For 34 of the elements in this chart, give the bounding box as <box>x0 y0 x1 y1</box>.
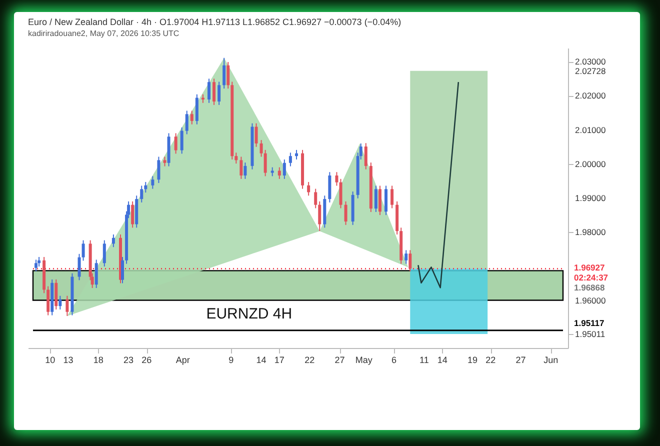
y-tick-label: 2.03000 <box>575 56 606 67</box>
y-tick-label: 2.01000 <box>575 124 606 135</box>
x-tick-label: 10 <box>45 355 56 365</box>
x-tick-label: 14 <box>437 355 448 365</box>
x-tick-label: Apr <box>176 355 190 365</box>
y-tick-label: 2.02000 <box>575 90 606 101</box>
y-tick-label: 1.95011 <box>575 328 606 339</box>
x-tick-label: May <box>355 355 373 365</box>
x-tick-label: 19 <box>467 355 478 365</box>
x-tick-label: 11 <box>420 355 429 365</box>
chart-subtitle: kadiriradouane2, May 07, 2026 10:35 UTC <box>28 29 180 38</box>
x-tick-label: Jun <box>544 355 558 365</box>
x-tick-label: 22 <box>486 355 496 365</box>
chart-title: Euro / New Zealand Dollar · 4h · O1.97004 H1.97113 L1.96852 C1.96927 −0.00073 (−0.04%) <box>28 17 402 27</box>
x-tick-label: 17 <box>274 355 284 365</box>
y-tick-label: 1.98000 <box>575 227 606 238</box>
x-tick-label: 22 <box>304 355 315 365</box>
y-tick-label: 2.00000 <box>575 158 606 169</box>
y-tick-label: 1.99000 <box>575 193 606 203</box>
x-tick-label: 23 <box>124 355 134 365</box>
x-tick-label: 14 <box>256 355 266 365</box>
annotation: EURNZD 4H <box>206 306 292 322</box>
x-tick-label: 9 <box>228 355 234 365</box>
x-tick-label: 27 <box>334 355 345 365</box>
y-tick-label: 1.96000 <box>575 295 606 306</box>
band-label: 1.96868 <box>574 282 605 293</box>
x-tick-label: 13 <box>63 355 74 365</box>
x-tick-label: 6 <box>392 355 397 365</box>
x-tick-label: 27 <box>516 355 526 365</box>
ref-line-label: 1.95117 <box>574 318 605 328</box>
x-tick-label: 18 <box>93 355 104 365</box>
y-tick-label: 2.02728 <box>575 66 606 76</box>
ref-line-label: 1.96927 02:24:37 <box>574 262 608 283</box>
x-tick-label: 26 <box>142 355 152 365</box>
